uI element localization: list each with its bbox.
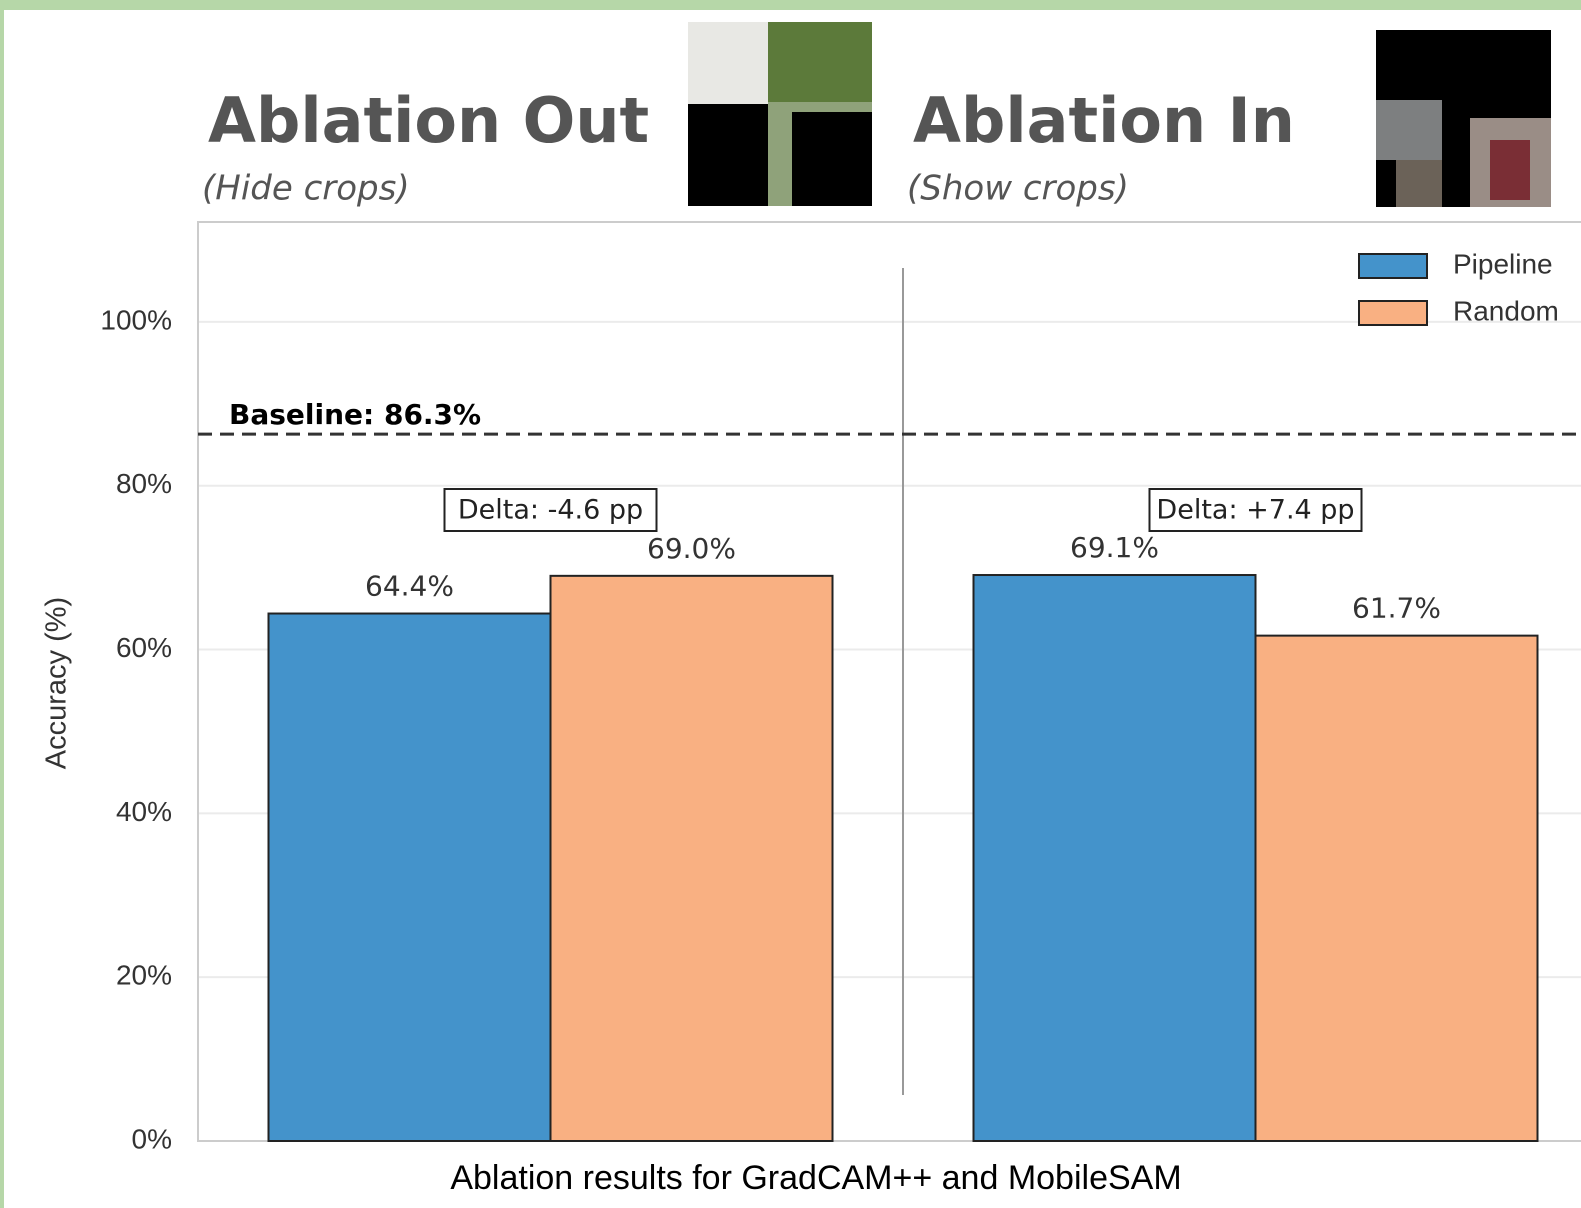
value-label: 69.1% xyxy=(1070,531,1159,564)
thumbnail-out xyxy=(688,22,872,206)
group-title: Ablation In xyxy=(913,84,1295,157)
y-tick-label: 20% xyxy=(116,960,172,991)
slide: Ablation results for GradCAM++ and Mobil… xyxy=(0,0,1581,1208)
legend-swatch xyxy=(1359,301,1427,325)
legend-swatch xyxy=(1359,254,1427,278)
y-tick-label: 100% xyxy=(100,304,172,335)
top-border xyxy=(0,0,1581,10)
value-label: 61.7% xyxy=(1352,592,1441,625)
left-border xyxy=(0,0,4,1208)
caption: Ablation results for GradCAM++ and Mobil… xyxy=(450,1159,1181,1197)
bar xyxy=(974,575,1256,1141)
annotation: Delta: -4.6 pp xyxy=(458,495,643,526)
y-tick-label: 0% xyxy=(132,1123,172,1154)
baseline-label: Baseline: 86.3% xyxy=(229,398,481,431)
legend-label: Random xyxy=(1453,295,1559,326)
bar xyxy=(269,614,551,1141)
group-subtitle: (Hide crops) xyxy=(202,169,410,209)
bar xyxy=(551,576,833,1141)
y-tick-label: 60% xyxy=(116,632,172,663)
bar xyxy=(1256,636,1538,1141)
group-title: Ablation Out xyxy=(208,84,649,157)
annotation: Delta: +7.4 pp xyxy=(1156,495,1354,526)
y-tick-label: 40% xyxy=(116,796,172,827)
thumbnail-in xyxy=(1376,30,1551,207)
value-label: 69.0% xyxy=(647,532,736,565)
group-subtitle: (Show crops) xyxy=(907,169,1129,209)
y-axis-label: Accuracy (%) xyxy=(41,597,73,769)
value-label: 64.4% xyxy=(365,570,454,603)
legend-label: Pipeline xyxy=(1453,248,1553,279)
y-tick-label: 80% xyxy=(116,468,172,499)
